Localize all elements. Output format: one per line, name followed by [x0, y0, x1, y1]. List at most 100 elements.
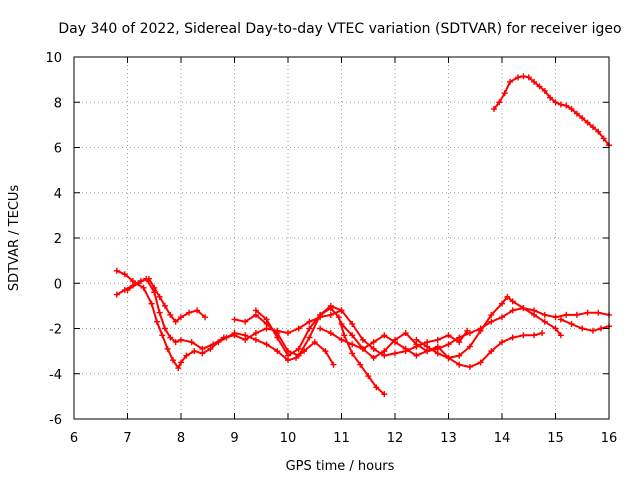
data-point: [156, 309, 163, 316]
data-point: [113, 291, 120, 298]
data-point: [552, 314, 559, 321]
y-tick-label: 8: [54, 96, 62, 111]
data-point: [306, 318, 313, 325]
data-point: [381, 348, 388, 355]
chart-title: Day 340 of 2022, Sidereal Day-to-day VTE…: [58, 21, 621, 37]
data-point: [349, 332, 356, 339]
data-point: [381, 332, 388, 339]
data-point: [547, 94, 554, 101]
data-point: [242, 336, 249, 343]
data-point: [311, 339, 318, 346]
series-trace: [415, 295, 562, 359]
data-point: [536, 83, 543, 90]
series-trace: [126, 277, 342, 350]
data-point: [520, 305, 527, 312]
data-point: [153, 318, 160, 325]
data-point: [392, 336, 398, 343]
data-point: [488, 311, 495, 318]
data-point: [445, 354, 452, 361]
x-tick-label: 8: [177, 431, 185, 446]
series-track-i: [557, 316, 612, 334]
x-tick-label: 14: [494, 431, 511, 446]
data-point: [509, 298, 516, 305]
data-point: [143, 275, 150, 282]
data-point: [317, 325, 324, 332]
data-point: [490, 106, 497, 113]
data-point: [178, 359, 184, 366]
data-point: [520, 332, 527, 339]
data-point: [373, 384, 380, 391]
data-point: [402, 345, 409, 352]
data-point: [563, 311, 570, 318]
series-trace: [493, 75, 610, 146]
data-point: [151, 289, 158, 296]
data-point: [202, 314, 209, 321]
x-tick-label: 13: [440, 431, 457, 446]
data-point: [295, 352, 302, 359]
data-point: [515, 74, 522, 81]
y-tick-label: 4: [54, 187, 62, 202]
data-point: [285, 330, 291, 337]
data-point: [456, 361, 463, 368]
data-point: [563, 102, 570, 109]
y-tick-label: 6: [54, 142, 62, 157]
data-point: [531, 332, 538, 339]
data-point: [263, 341, 270, 348]
x-tick-label: 15: [547, 431, 564, 446]
data-point: [169, 357, 176, 364]
x-tick-label: 12: [387, 431, 404, 446]
data-point: [496, 99, 503, 106]
data-point: [509, 334, 516, 341]
data-point: [579, 325, 586, 332]
data-point: [531, 311, 538, 318]
y-tick-label: 10: [45, 51, 62, 66]
data-point: [178, 336, 184, 343]
data-point: [148, 300, 155, 307]
data-point: [263, 316, 270, 323]
data-point: [541, 87, 548, 94]
data-point: [317, 311, 324, 318]
y-axis-label: SDTVAR / TECUs: [7, 185, 22, 292]
data-point: [327, 311, 334, 318]
data-point: [579, 115, 586, 122]
data-point: [274, 348, 281, 355]
series-trace: [319, 327, 543, 368]
data-point: [402, 330, 409, 337]
data-point: [413, 336, 420, 343]
y-tick-label: -4: [49, 368, 62, 383]
data-point: [589, 327, 596, 334]
data-point: [327, 302, 334, 309]
data-point: [252, 330, 259, 337]
data-point: [392, 350, 398, 357]
data-point: [175, 365, 182, 372]
data-point: [552, 99, 559, 106]
data-point: [349, 341, 356, 348]
data-point: [295, 345, 302, 352]
data-point: [349, 350, 356, 357]
data-point: [359, 336, 366, 343]
x-tick-label: 16: [601, 431, 618, 446]
data-point: [274, 334, 281, 341]
x-tick-label: 9: [230, 431, 238, 446]
data-point: [220, 334, 227, 341]
data-point: [252, 307, 259, 314]
data-point: [541, 311, 548, 318]
x-tick-labels: 6 7 8 9 10 11 12 13 14 15 16: [70, 431, 617, 446]
data-point: [161, 302, 168, 309]
y-tick-label: -2: [49, 323, 62, 338]
data-point: [445, 341, 452, 348]
series-track-j: [490, 73, 612, 149]
data-point: [424, 343, 431, 350]
data-points: [113, 73, 612, 398]
data-point: [597, 325, 604, 332]
data-point: [183, 352, 190, 359]
data-point: [338, 307, 345, 314]
data-point: [156, 293, 163, 300]
data-point: [322, 348, 329, 355]
data-point: [507, 78, 514, 85]
data-point: [113, 267, 120, 274]
data-point: [357, 361, 364, 368]
y-tick-label: 2: [54, 232, 62, 247]
data-point: [172, 339, 179, 346]
